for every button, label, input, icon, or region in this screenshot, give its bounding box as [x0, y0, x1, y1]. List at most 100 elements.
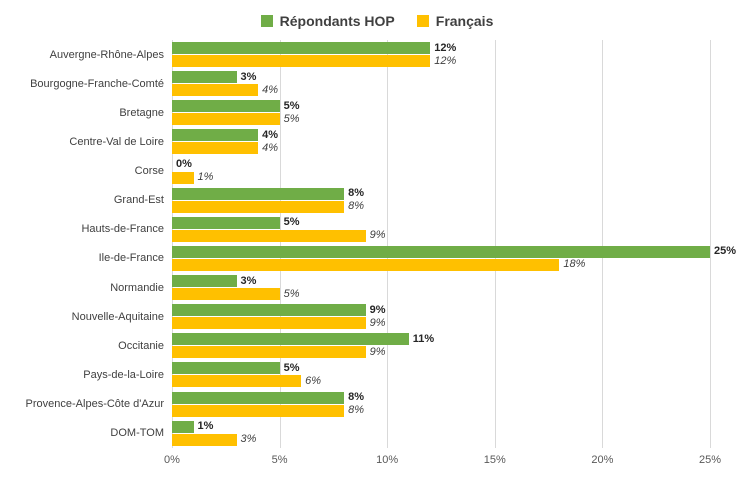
bar-line-francais: 18% — [172, 258, 710, 271]
bar-group: 3% 4% — [172, 69, 710, 98]
bar-francais — [172, 200, 345, 213]
bar-francais — [172, 84, 259, 97]
bar-francais — [172, 346, 366, 359]
bar-hop — [172, 245, 710, 258]
value-label-francais: 4% — [262, 83, 278, 96]
bar-line-francais: 3% — [172, 433, 710, 446]
category-label: Centre-Val de Loire — [69, 135, 164, 148]
value-label-hop: 4% — [262, 128, 278, 141]
value-label-francais: 3% — [240, 433, 257, 446]
category-label: Occitanie — [118, 339, 164, 352]
gridline — [602, 40, 604, 448]
bar-hop — [172, 187, 345, 200]
value-label-hop: 8% — [348, 187, 365, 200]
bar-group: 1% 3% — [172, 419, 710, 448]
bar-hop — [172, 275, 237, 288]
chart-row: Auvergne-Rhône-Alpes 12% 12% — [0, 40, 754, 69]
value-label-hop: 5% — [283, 216, 300, 229]
category-label: Bourgogne-Franche-Comté — [30, 77, 164, 90]
legend-swatch-hop — [260, 15, 273, 27]
value-label-hop: 3% — [240, 70, 257, 83]
bar-francais — [172, 142, 259, 155]
legend-swatch-francais — [416, 15, 429, 27]
bar-group: 9% 9% — [172, 302, 710, 331]
value-label-hop: 12% — [434, 41, 457, 54]
bar-line-hop: 5% — [172, 100, 710, 113]
category-label: Auvergne-Rhône-Alpes — [49, 48, 164, 61]
gridline — [172, 40, 173, 448]
chart-row: Bretagne 5% 5% — [0, 98, 754, 127]
bar-line-francais: 5% — [172, 113, 710, 126]
value-label-hop: 5% — [283, 361, 300, 374]
bar-francais — [172, 55, 431, 68]
gridline — [494, 40, 496, 448]
bar-group: 5% 9% — [172, 215, 710, 244]
plot-area: Auvergne-Rhône-Alpes 12% 12% Bourgogne-Fran… — [0, 40, 754, 472]
bar-group: 5% 6% — [172, 360, 710, 389]
chart-row: Corse 0% 1% — [0, 157, 754, 186]
bar-hop — [172, 100, 280, 113]
bar-hop — [172, 362, 280, 375]
value-label-francais: 8% — [348, 404, 365, 417]
value-label-hop: 25% — [714, 245, 737, 258]
bar-line-francais: 6% — [172, 375, 710, 388]
chart-row: Centre-Val de Loire 4% 4% — [0, 127, 754, 156]
value-label-hop: 0% — [176, 158, 192, 171]
x-axis-tick: 25% — [698, 454, 722, 466]
bar-line-francais: 9% — [172, 229, 710, 242]
bar-line-hop: 5% — [172, 216, 710, 229]
bar-francais — [172, 171, 194, 184]
bar-line-francais: 4% — [172, 141, 710, 155]
x-axis-tick: 10% — [376, 454, 399, 466]
category-label: Corse — [134, 165, 164, 178]
chart-row: Ile-de-France 25% 18% — [0, 244, 754, 273]
category-label: Ile-de-France — [98, 252, 164, 265]
bar-francais — [172, 229, 366, 242]
category-label: DOM-TOM — [110, 427, 164, 440]
bar-francais — [172, 113, 280, 126]
bar-line-hop: 4% — [172, 128, 710, 142]
value-label-hop: 11% — [412, 332, 435, 345]
bar-francais — [172, 317, 366, 330]
chart-rows: Auvergne-Rhône-Alpes 12% 12% Bourgogne-Fran… — [0, 40, 754, 448]
value-label-francais: 4% — [262, 141, 278, 154]
bar-hop — [172, 304, 366, 317]
chart-row: Nouvelle-Aquitaine 9% 9% — [0, 302, 754, 331]
chart-row: Hauts-de-France 5% 9% — [0, 215, 754, 244]
x-axis-tick: 20% — [591, 454, 614, 466]
bar-hop — [172, 42, 431, 55]
bar-line-francais: 12% — [172, 55, 710, 68]
category-label: Hauts-de-France — [81, 223, 164, 236]
bar-hop — [172, 71, 237, 84]
value-label-hop: 9% — [369, 303, 386, 316]
bar-group: 3% 5% — [172, 273, 710, 302]
legend: Répondants HOP Français — [0, 8, 754, 34]
chart-row: DOM-TOM 1% 3% — [0, 419, 754, 448]
value-label-francais: 1% — [197, 171, 214, 184]
bar-hop — [172, 216, 280, 229]
chart-row: Grand-Est 8% 8% — [0, 186, 754, 215]
category-label: Pays-de-la-Loire — [83, 368, 164, 381]
chart-row: Pays-de-la-Loire 5% 6% — [0, 360, 754, 389]
chart-row: Occitanie 11% 9% — [0, 331, 754, 360]
bar-hop — [172, 129, 259, 142]
legend-label-francais: Français — [435, 13, 494, 29]
bar-line-francais: 1% — [172, 171, 710, 184]
bar-group: 8% 8% — [172, 390, 710, 419]
bar-line-hop: 0% — [172, 159, 710, 171]
value-label-francais: 5% — [283, 287, 300, 300]
gridline — [279, 40, 281, 448]
bar-line-hop: 3% — [172, 70, 710, 84]
category-label: Bretagne — [119, 106, 164, 119]
value-label-francais: 9% — [369, 229, 386, 242]
category-label: Nouvelle-Aquitaine — [71, 310, 164, 323]
gridlines — [172, 40, 711, 448]
bar-line-hop: 3% — [172, 275, 710, 288]
bar-line-hop: 25% — [172, 245, 736, 258]
bar-line-hop: 8% — [172, 187, 710, 200]
legend-label-hop: Répondants HOP — [279, 13, 395, 29]
chart-row: Provence-Alpes-Côte d'Azur 8% 8% — [0, 390, 754, 419]
bar-line-hop: 8% — [172, 391, 710, 404]
bar-line-francais: 9% — [172, 317, 710, 330]
